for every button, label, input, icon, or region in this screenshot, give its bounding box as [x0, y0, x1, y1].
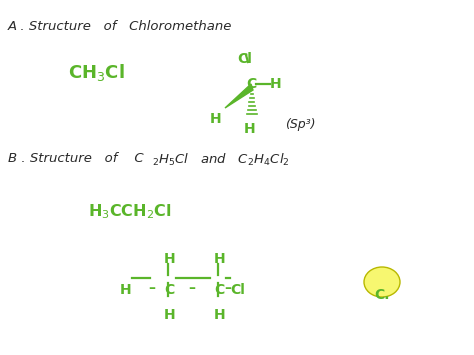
Text: –: – — [224, 281, 231, 295]
Text: $_2$H$_5$Cl   and   C$_2$H$_4$Cl$_2$: $_2$H$_5$Cl and C$_2$H$_4$Cl$_2$ — [152, 152, 290, 168]
Text: H: H — [164, 252, 176, 266]
Text: C.: C. — [374, 288, 390, 302]
Text: A . Structure   of   Chloromethane: A . Structure of Chloromethane — [8, 20, 232, 33]
Text: (Sp³): (Sp³) — [285, 118, 316, 131]
Text: H$_3$CCH$_2$Cl: H$_3$CCH$_2$Cl — [88, 202, 172, 221]
Text: –: – — [148, 281, 155, 295]
Polygon shape — [225, 84, 253, 108]
Text: H: H — [120, 283, 132, 297]
Text: H: H — [270, 77, 282, 91]
Text: H: H — [210, 112, 222, 126]
Text: C: C — [246, 77, 256, 91]
Text: H: H — [244, 122, 255, 136]
Text: CH$_3$Cl: CH$_3$Cl — [68, 62, 125, 83]
Text: H: H — [164, 308, 176, 322]
Text: C: C — [214, 283, 224, 297]
Text: Cl: Cl — [237, 52, 252, 66]
Text: –: – — [188, 281, 195, 295]
Text: C: C — [164, 283, 174, 297]
Text: H: H — [214, 252, 226, 266]
Text: H: H — [214, 308, 226, 322]
Text: B . Structure   of    C: B . Structure of C — [8, 152, 144, 165]
Ellipse shape — [364, 267, 400, 297]
Text: Cl: Cl — [230, 283, 245, 297]
